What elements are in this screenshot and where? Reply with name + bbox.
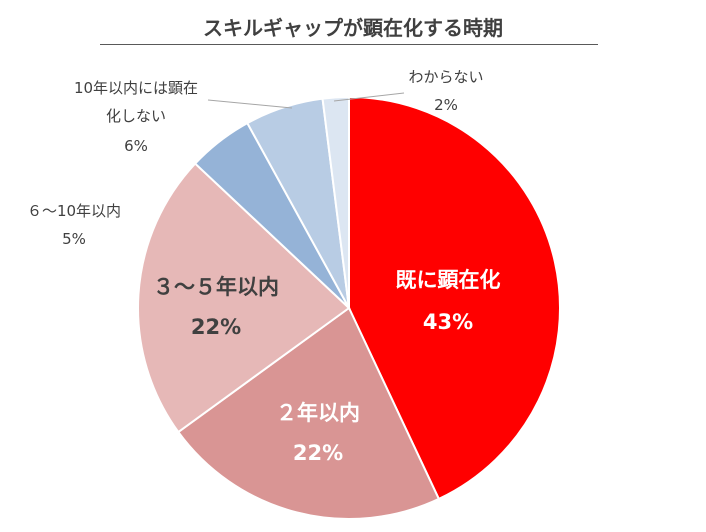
- slice-value-already: 43%: [423, 310, 473, 334]
- slice-label-unknown: わからない: [408, 68, 483, 86]
- pie-slice-3-to-5-years: [137, 162, 351, 434]
- pie-slices: [137, 95, 562, 520]
- chart-title: スキルギャップが顕在化する時期: [203, 16, 503, 40]
- title-underline: [100, 44, 598, 45]
- slice-label-within-2-years: ２年以内: [276, 401, 360, 425]
- slice-value-6-to-10-years: 5%: [62, 230, 86, 248]
- slice-label-not-within-10-years-line1: 10年以内には顕在: [74, 79, 198, 97]
- slice-value-within-2-years: 22%: [293, 441, 343, 465]
- slice-label-6-to-10-years: ６～10年以内: [27, 202, 121, 220]
- slice-value-3-to-5-years: 22%: [191, 315, 241, 339]
- slice-label-not-within-10-years-line2: 化しない: [106, 107, 166, 125]
- slice-value-unknown: 2%: [434, 96, 458, 114]
- pie-slice-unknown: [321, 95, 350, 309]
- leader-line-not-within-10-years: [207, 99, 293, 109]
- pie-slice-within-2-years: [176, 306, 441, 520]
- leader-line-unknown: [333, 92, 405, 102]
- slice-label-3-to-5-years: ３～５年以内: [153, 275, 279, 299]
- slice-label-already: 既に顕在化: [396, 268, 501, 292]
- pie-slice-already: [348, 95, 562, 501]
- slice-value-not-within-10-years: 6%: [124, 137, 148, 155]
